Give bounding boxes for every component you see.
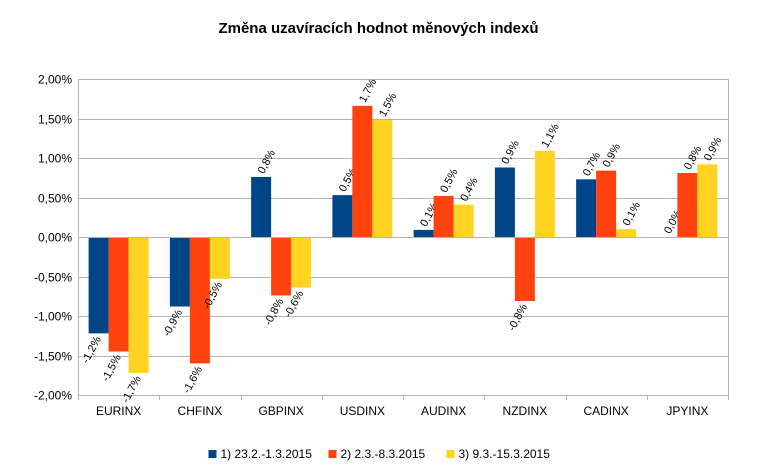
- data-label: 0,5%: [438, 167, 460, 195]
- data-label: 0,8%: [256, 148, 278, 176]
- y-tick-label: 0,00%: [38, 231, 72, 245]
- data-label: 0,9%: [499, 138, 521, 166]
- bar: [576, 179, 597, 237]
- x-tick-label: AUDINX: [421, 404, 466, 418]
- bar: [332, 195, 353, 237]
- legend-swatch: [328, 450, 337, 458]
- y-tick-label: 1,50%: [38, 113, 72, 127]
- bar: [352, 105, 373, 237]
- legend-label: 3) 9.3.-15.3.2015: [459, 447, 551, 461]
- x-tick-label: EURINX: [96, 404, 141, 418]
- bar: [596, 170, 617, 237]
- legend-swatch: [446, 450, 455, 458]
- bar: [494, 167, 515, 237]
- legend-swatch: [208, 450, 217, 458]
- y-tick-label: -1,00%: [34, 310, 72, 324]
- data-label: 0,9%: [601, 141, 623, 169]
- x-tick-label: CHFINX: [178, 404, 223, 418]
- data-label: -1,5%: [100, 353, 124, 384]
- y-tick-label: 0,50%: [38, 192, 72, 206]
- x-tick-label: JPYINX: [666, 404, 708, 418]
- bar: [433, 195, 454, 237]
- data-label: -0,8%: [506, 302, 530, 333]
- y-tick-label: 2,00%: [38, 73, 72, 87]
- bar: [108, 237, 129, 352]
- x-tick-label: CADINX: [583, 404, 628, 418]
- data-label: 0,1%: [621, 200, 643, 228]
- bar: [271, 237, 292, 296]
- bar: [251, 176, 272, 237]
- bar: [128, 237, 149, 373]
- data-label: -1,6%: [181, 364, 205, 395]
- bar: [697, 164, 718, 237]
- y-tick-label: -2,00%: [34, 389, 72, 403]
- y-tick-label: -0,50%: [34, 271, 72, 285]
- bar: [514, 237, 535, 301]
- x-tick-label: NZDINX: [503, 404, 548, 418]
- data-label: 1,5%: [377, 91, 399, 119]
- x-tick-label: GBPINX: [258, 404, 303, 418]
- legend-label: 1) 23.2.-1.3.2015: [221, 447, 313, 461]
- bar: [372, 120, 393, 237]
- bar: [88, 237, 109, 334]
- bar: [291, 237, 312, 288]
- chart-title: Změna uzavíracích hodnot měnových indexů: [218, 20, 539, 37]
- x-tick-label: USDINX: [340, 404, 385, 418]
- legend-label: 2) 2.3.-8.3.2015: [341, 447, 426, 461]
- bar: [453, 204, 474, 237]
- y-tick-label: 1,00%: [38, 152, 72, 166]
- bar: [189, 237, 210, 364]
- data-label: 0,4%: [458, 175, 480, 203]
- bar: [413, 229, 434, 237]
- bar: [169, 237, 190, 307]
- data-label: 1,7%: [357, 77, 379, 105]
- bar: [534, 150, 555, 237]
- y-tick-label: -1,50%: [34, 350, 72, 364]
- bar: [209, 237, 230, 279]
- data-label: 1,1%: [539, 122, 561, 150]
- bar: [616, 229, 637, 237]
- bar: [677, 173, 698, 237]
- data-label: -1,7%: [120, 374, 144, 405]
- data-label: -0,9%: [161, 307, 185, 338]
- data-label: -1,2%: [80, 334, 104, 365]
